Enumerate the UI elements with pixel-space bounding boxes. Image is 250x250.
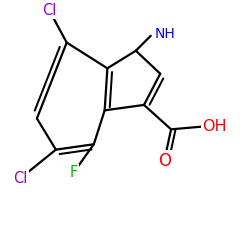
Text: Cl: Cl <box>42 2 56 18</box>
Text: Cl: Cl <box>14 170 28 186</box>
Text: OH: OH <box>202 119 227 134</box>
Text: F: F <box>69 165 78 180</box>
Text: NH: NH <box>154 28 175 42</box>
Text: O: O <box>158 152 171 170</box>
